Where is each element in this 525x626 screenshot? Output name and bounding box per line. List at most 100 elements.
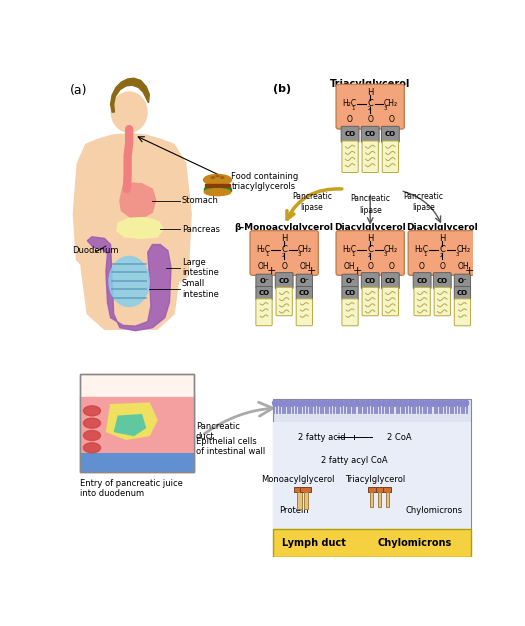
FancyBboxPatch shape (414, 287, 430, 316)
Bar (303, 493, 308, 510)
Circle shape (446, 400, 453, 406)
Circle shape (343, 400, 349, 406)
Text: 3: 3 (298, 252, 301, 257)
Text: CH₂: CH₂ (298, 245, 312, 254)
Bar (204, 188, 230, 192)
Ellipse shape (212, 177, 214, 178)
Circle shape (430, 400, 436, 406)
Text: Epithelial cells
of intestinal wall: Epithelial cells of intestinal wall (196, 437, 265, 456)
FancyBboxPatch shape (361, 273, 379, 289)
Text: (a): (a) (70, 85, 88, 98)
Circle shape (278, 400, 284, 406)
Bar (368, 487, 375, 491)
Text: CO: CO (437, 278, 448, 284)
Text: O: O (388, 115, 394, 125)
Text: 1: 1 (351, 106, 355, 111)
Text: OH: OH (343, 262, 355, 270)
Text: 2 fatty acyl CoA: 2 fatty acyl CoA (321, 456, 387, 464)
Circle shape (370, 400, 376, 406)
Circle shape (386, 400, 393, 406)
Text: CO: CO (385, 131, 396, 138)
Circle shape (338, 400, 344, 406)
Text: CO: CO (344, 131, 355, 138)
FancyBboxPatch shape (275, 273, 293, 289)
Text: Pancreatic
lipase: Pancreatic lipase (350, 195, 390, 215)
FancyBboxPatch shape (382, 141, 398, 173)
Text: O: O (439, 262, 445, 270)
FancyBboxPatch shape (342, 274, 358, 288)
Text: 1: 1 (424, 252, 427, 257)
Ellipse shape (83, 443, 100, 453)
Circle shape (435, 400, 442, 406)
FancyBboxPatch shape (296, 274, 312, 288)
Text: 2: 2 (281, 253, 285, 258)
Text: C: C (368, 245, 373, 254)
Text: Protein: Protein (279, 506, 309, 515)
Circle shape (414, 400, 420, 406)
Ellipse shape (204, 188, 230, 195)
Circle shape (327, 400, 333, 406)
Circle shape (457, 400, 463, 406)
Text: Diacylglycerol: Diacylglycerol (334, 223, 406, 232)
Text: CO: CO (344, 290, 355, 297)
Text: O⁻: O⁻ (345, 278, 355, 284)
Text: Monoacylglycerol: Monoacylglycerol (261, 475, 335, 484)
Circle shape (289, 400, 295, 406)
Text: O⁻: O⁻ (259, 278, 269, 284)
Text: 2: 2 (368, 253, 371, 258)
Bar (274, 399, 471, 530)
Text: H: H (367, 88, 373, 96)
Text: CO: CO (365, 278, 376, 284)
Text: CH₂: CH₂ (456, 245, 470, 254)
FancyBboxPatch shape (382, 273, 399, 289)
Circle shape (381, 400, 387, 406)
Polygon shape (107, 403, 157, 439)
Text: O: O (388, 262, 394, 270)
FancyBboxPatch shape (433, 273, 451, 289)
Text: O: O (368, 262, 373, 270)
Text: Duodenum: Duodenum (72, 246, 118, 255)
Ellipse shape (109, 257, 149, 307)
Circle shape (403, 400, 409, 406)
Text: β-Monoacylglycerol: β-Monoacylglycerol (235, 223, 334, 232)
Circle shape (316, 400, 322, 406)
Text: Entry of pancreatic juice
into duodenum: Entry of pancreatic juice into duodenum (80, 479, 183, 498)
Text: Pancreatic
duct: Pancreatic duct (196, 422, 240, 441)
Bar (383, 487, 391, 491)
Bar (375, 487, 383, 491)
FancyBboxPatch shape (362, 287, 379, 316)
Text: Triacylglycerol: Triacylglycerol (330, 79, 411, 89)
Text: O: O (346, 115, 352, 125)
Ellipse shape (204, 175, 232, 185)
Bar (300, 487, 311, 493)
FancyBboxPatch shape (361, 126, 379, 143)
Circle shape (332, 400, 339, 406)
Text: 2: 2 (368, 106, 371, 111)
Text: O: O (281, 262, 287, 270)
Text: O⁻: O⁻ (299, 278, 309, 284)
FancyBboxPatch shape (454, 274, 470, 288)
FancyBboxPatch shape (342, 299, 358, 326)
Text: Stomach: Stomach (182, 196, 219, 205)
Bar (378, 491, 381, 507)
Text: OH: OH (299, 262, 311, 270)
Text: Pancreas: Pancreas (182, 225, 220, 233)
Text: 2: 2 (440, 253, 443, 258)
FancyBboxPatch shape (296, 299, 312, 326)
Text: CH₂: CH₂ (384, 245, 398, 254)
Text: Pancreatic
lipase: Pancreatic lipase (404, 192, 444, 212)
Circle shape (397, 400, 404, 406)
Circle shape (284, 400, 290, 406)
Circle shape (294, 400, 300, 406)
Bar (370, 491, 373, 507)
FancyBboxPatch shape (341, 126, 359, 143)
Text: 2 CoA: 2 CoA (386, 433, 411, 441)
FancyBboxPatch shape (413, 273, 431, 289)
Polygon shape (81, 133, 180, 329)
FancyArrowPatch shape (204, 403, 273, 434)
Text: CO: CO (365, 131, 376, 138)
Text: H₂C: H₂C (342, 245, 356, 254)
Text: +: + (266, 265, 276, 275)
Ellipse shape (83, 406, 100, 416)
Text: 3: 3 (456, 252, 459, 257)
